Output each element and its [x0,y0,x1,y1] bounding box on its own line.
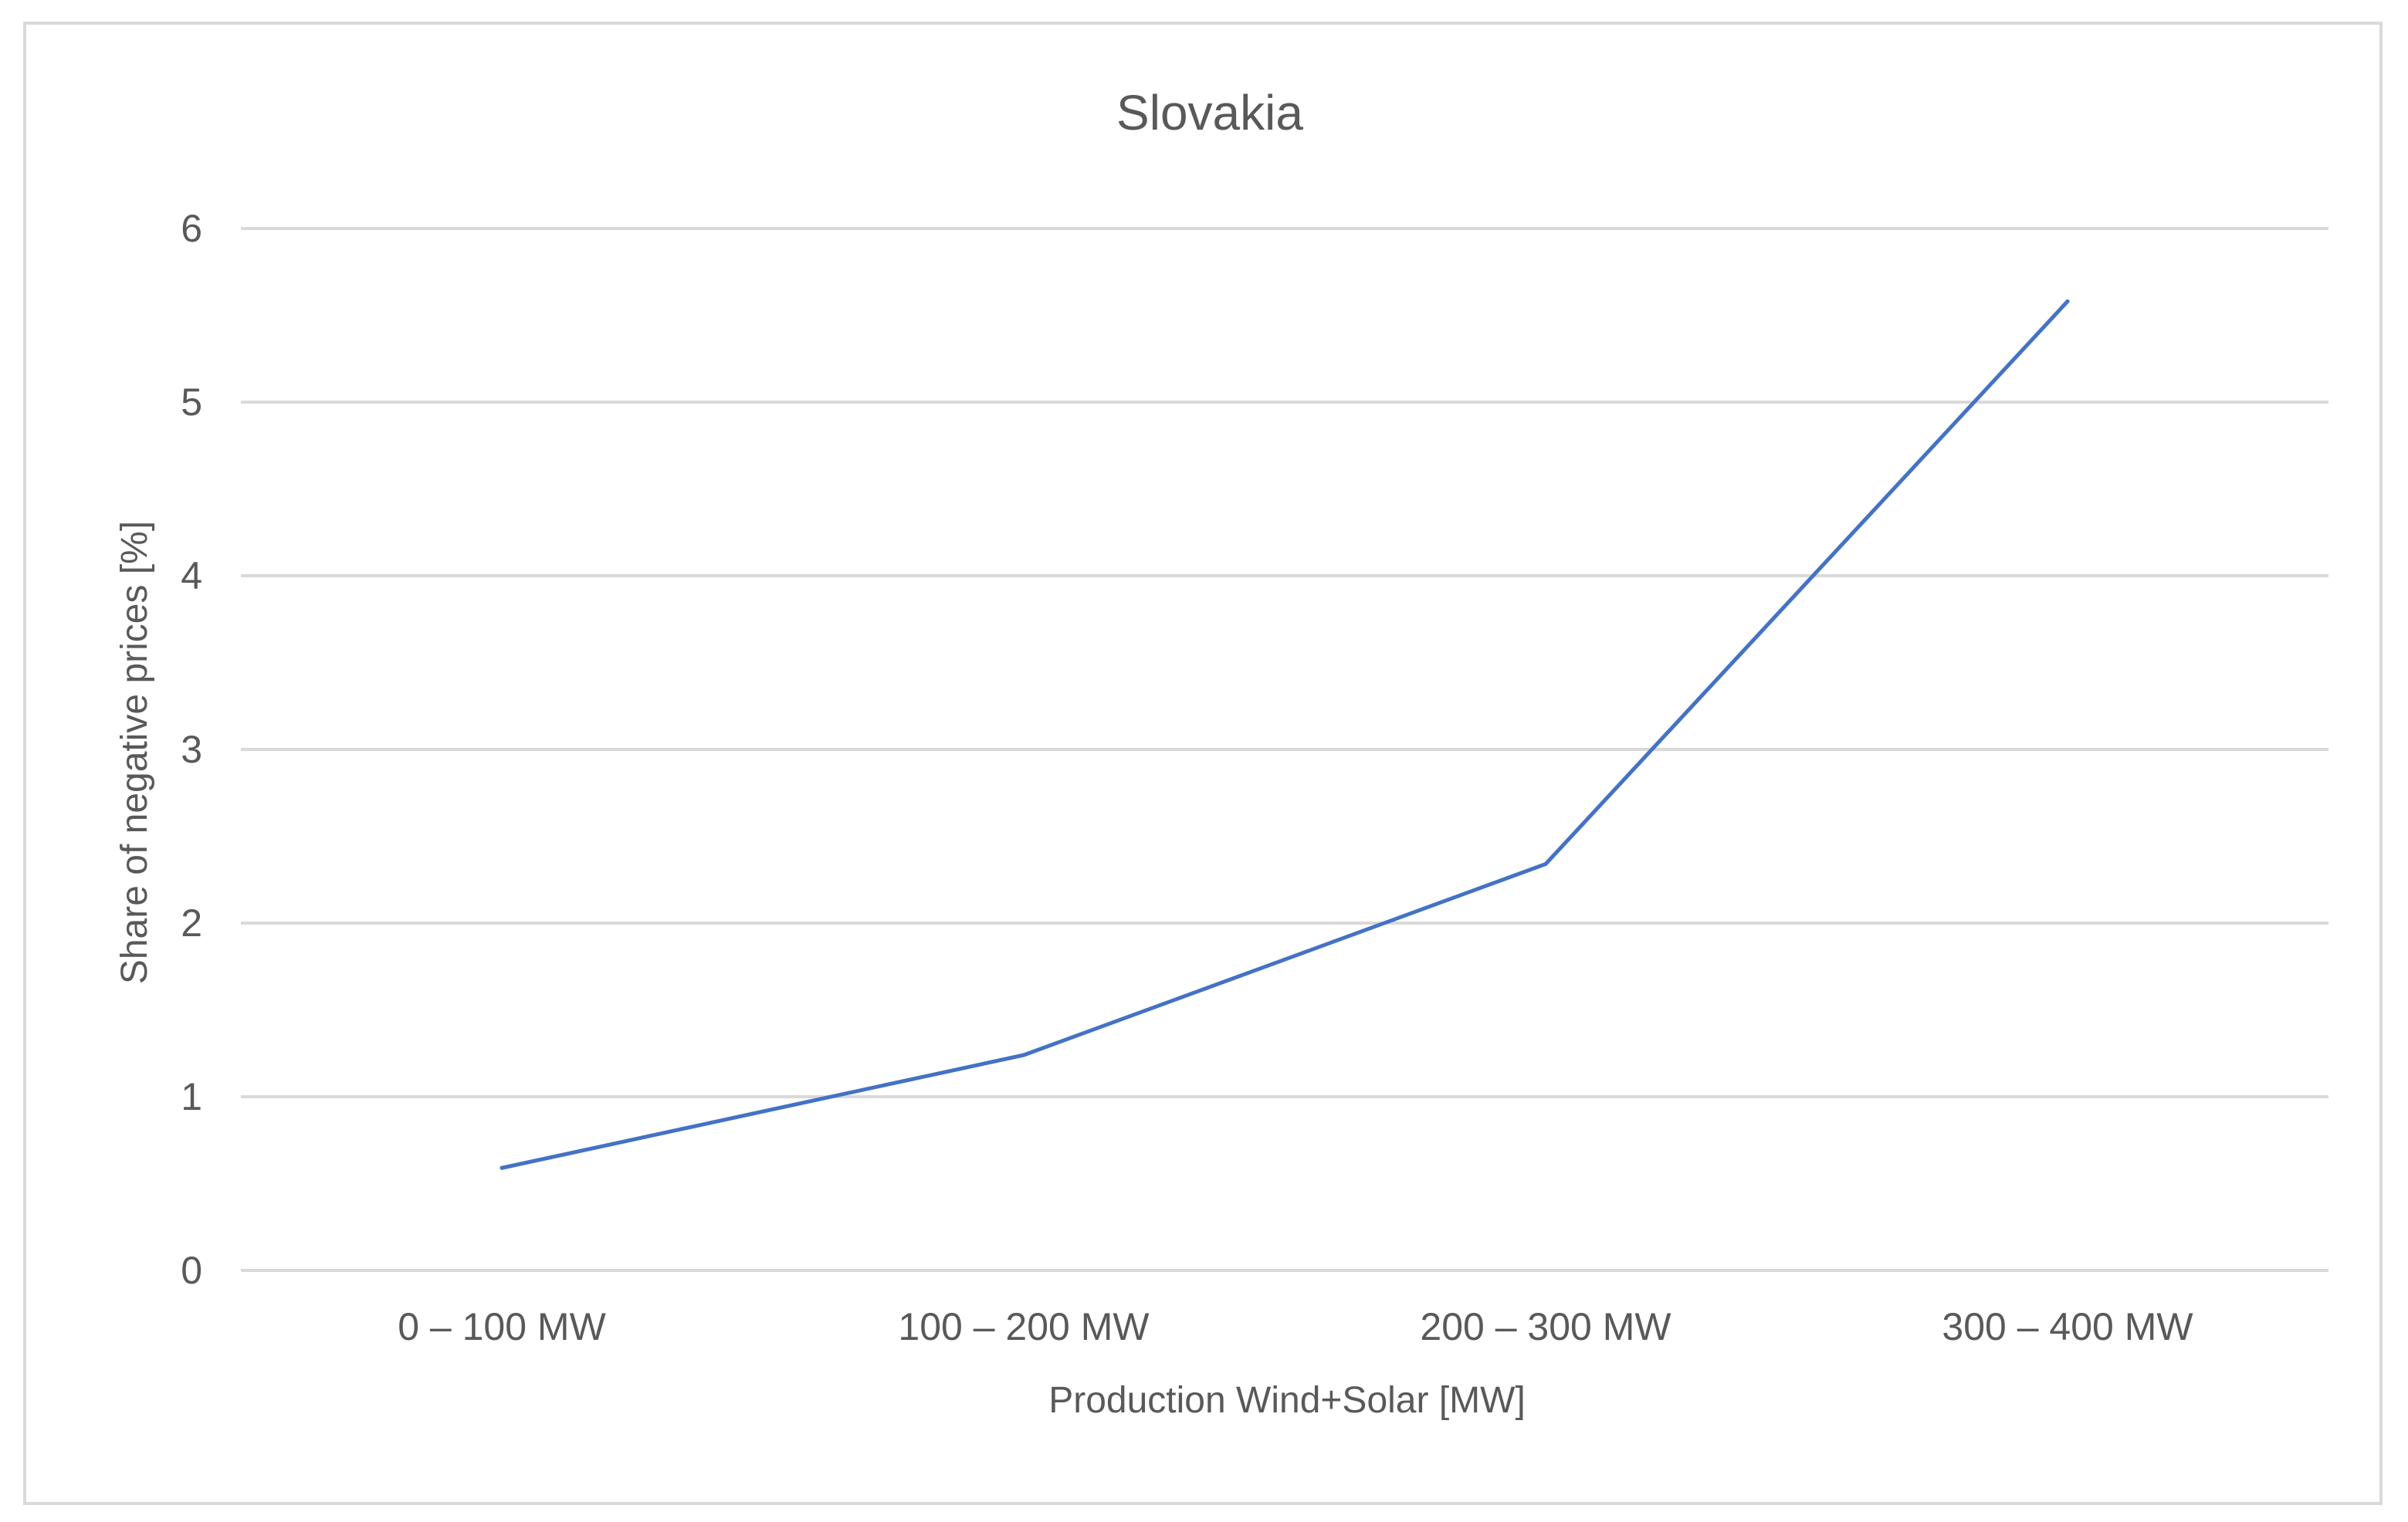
x-tick-label: 0 – 100 MW [398,1305,606,1348]
y-axis-title: Share of negative prices [%] [114,521,155,984]
series-line [500,299,2070,1170]
y-tick-label: 2 [181,901,202,945]
data-point [2065,299,2070,303]
data-point [1021,1053,1026,1057]
y-tick-label: 6 [181,207,202,250]
x-tick-label: 200 – 300 MW [1420,1305,1671,1348]
y-tick-label: 1 [181,1075,202,1118]
y-tick-label: 4 [181,554,202,597]
x-axis-title: Production Wind+Solar [MW] [1048,1380,1526,1421]
chart-frame [23,22,2383,1505]
series-layer [500,299,2070,1170]
y-tick-label: 3 [181,728,202,771]
chart-title: Slovakia [1116,85,1303,140]
y-tick-label: 0 [181,1249,202,1292]
data-point [1543,862,1548,866]
y-tick-label: 5 [181,380,202,424]
gridlines [241,227,2328,1272]
x-tick-label: 300 – 400 MW [1942,1305,2193,1348]
x-tick-label: 100 – 200 MW [898,1305,1150,1348]
data-point [500,1165,504,1170]
y-axis-ticks: 0 1 2 3 4 5 6 [181,207,202,1292]
x-axis-ticks: 0 – 100 MW 100 – 200 MW 200 – 300 MW 300 – … [398,1305,2193,1348]
